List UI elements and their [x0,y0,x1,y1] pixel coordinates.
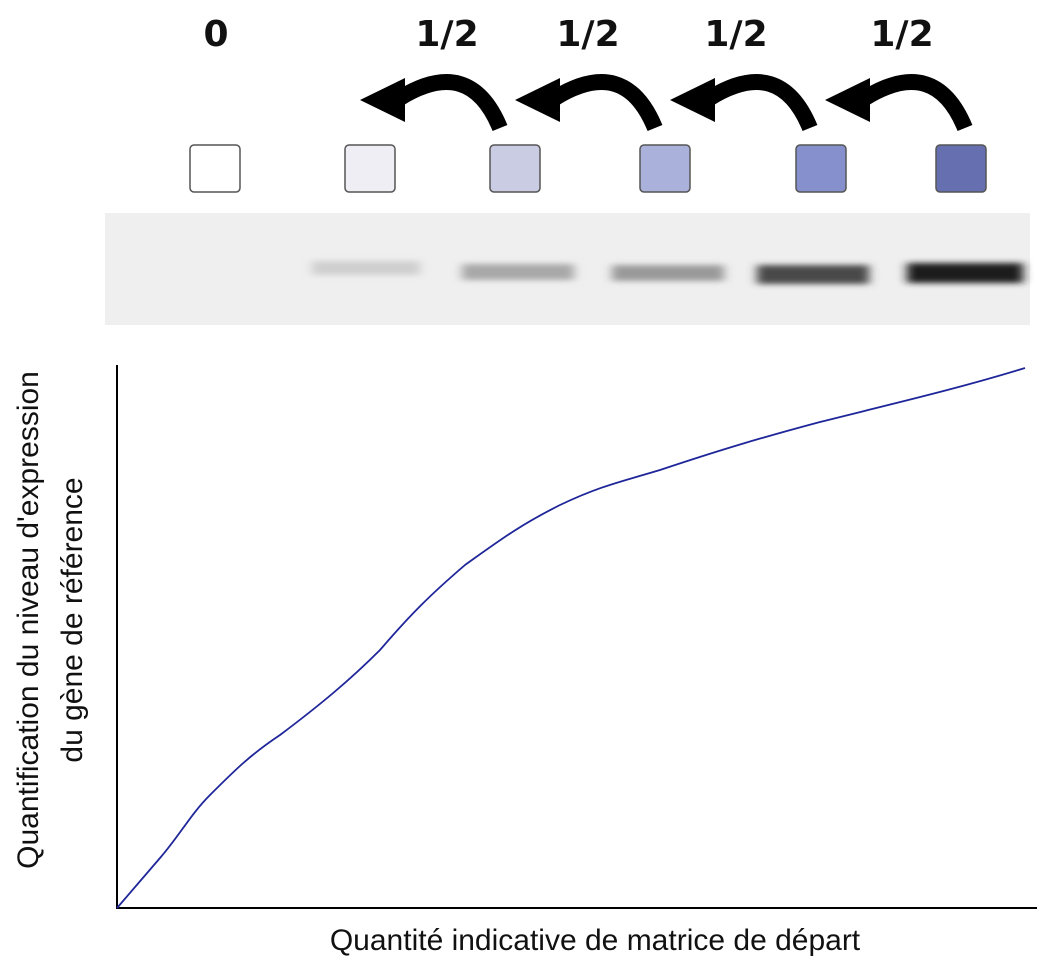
dilution-label: 1/2 [704,14,767,55]
y-axis-label: du gène de référence [56,477,89,762]
tubes [189,144,987,193]
gel-bands [312,261,1023,284]
arrow [860,74,973,132]
dilution-label: 0 [203,14,228,55]
dilution-label: 1/2 [415,14,478,55]
tube [795,144,847,193]
arrows [360,74,973,132]
curve [116,367,1026,909]
y-axis-label: Quantification du niveau d'expression [12,371,45,869]
band [312,261,420,275]
band [907,263,1023,283]
band [612,265,724,281]
band [757,265,869,284]
arrow [550,74,663,132]
dilution-label: 1/2 [870,14,933,55]
tube [489,144,541,193]
tube [935,144,987,193]
tube [344,144,396,193]
dilution-label: 1/2 [556,14,619,55]
arrow-head [515,78,560,122]
tube [639,144,691,193]
arrow-head [360,78,405,122]
band [462,264,574,280]
arrow [395,74,508,132]
tube [189,144,241,193]
arrow-head [825,78,870,122]
arrow [705,74,818,132]
arrow-head [670,78,715,122]
x-axis-label: Quantité indicative de matrice de départ [330,924,861,957]
